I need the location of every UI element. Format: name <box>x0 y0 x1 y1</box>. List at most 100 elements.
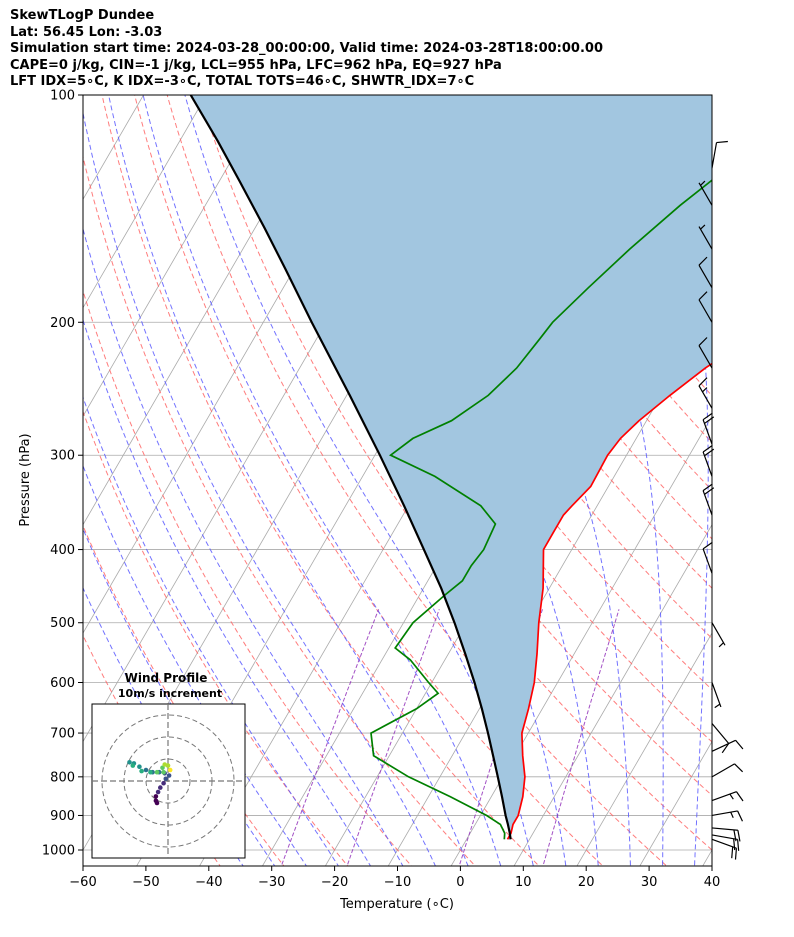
wind-barb <box>698 337 713 369</box>
hodograph-ring <box>101 714 235 848</box>
wind-barb-staff <box>698 264 713 289</box>
moist-adiabat-line <box>83 395 339 866</box>
isotherm-line <box>83 95 144 201</box>
hodograph-subtitle: 10m/s increment <box>118 687 222 700</box>
y-tick-label: 900 <box>50 809 75 824</box>
wind-barb-half-flag <box>700 180 706 186</box>
indices-text-2: LFT IDX=5∘C, K IDX=-3∘C, TOTAL TOTS=46∘C… <box>10 74 475 89</box>
hodograph-point <box>165 763 171 768</box>
wind-barb-flag <box>702 483 713 492</box>
hodograph-point <box>127 760 132 765</box>
wind-barb-staff <box>698 182 713 206</box>
y-tick-label: 400 <box>50 543 75 558</box>
wind-barb <box>698 291 713 323</box>
wind-barb <box>711 682 722 709</box>
wind-barb-staff <box>698 345 713 369</box>
wind-barb-staff <box>698 226 713 250</box>
y-tick-label: 200 <box>50 316 75 331</box>
wind-barb <box>698 180 713 206</box>
hodograph-point <box>160 765 165 771</box>
wind-barb-staff <box>702 451 713 477</box>
wind-barb <box>698 256 713 289</box>
wind-barb-staff <box>711 739 736 752</box>
hodograph-point <box>158 785 163 790</box>
wind-barb <box>711 140 728 169</box>
dry-adiabat-line <box>166 95 668 866</box>
y-tick-label: 800 <box>50 770 75 785</box>
mixing-ratio-line <box>346 609 440 866</box>
wind-barb-flag <box>731 846 734 859</box>
hodograph-point <box>167 767 173 773</box>
x-tick-label: −20 <box>321 875 348 890</box>
wind-barb <box>702 412 715 445</box>
isotherm-line <box>0 60 101 881</box>
wind-barb-flag <box>733 838 736 851</box>
wind-barb-half-flag <box>714 703 721 709</box>
y-tick-label: 500 <box>50 616 75 631</box>
hodograph-point <box>163 776 169 782</box>
x-tick-label: 10 <box>515 875 532 890</box>
hodograph-plot <box>92 704 245 858</box>
wind-barb-half-flag <box>729 793 734 800</box>
wind-barb <box>698 224 713 250</box>
wind-barb-staff <box>711 810 738 817</box>
wind-barb-flag <box>702 412 713 421</box>
x-tick-label: −50 <box>132 875 159 890</box>
dry-adiabat-line <box>199 95 712 851</box>
wind-barb <box>702 444 715 477</box>
wind-barb-flag <box>704 448 715 457</box>
wind-barb-flag <box>702 444 713 453</box>
hodograph-point <box>161 769 166 775</box>
hodograph-point <box>153 798 159 804</box>
wind-barb-flag <box>735 791 744 802</box>
wind-barb-staff <box>711 827 738 831</box>
hodograph-point <box>166 773 172 778</box>
hodograph-point <box>139 768 144 774</box>
moist-adiabat-line <box>83 318 372 866</box>
wind-barb-flag <box>737 830 741 842</box>
wind-barb-flag <box>734 848 738 860</box>
wind-barb-staff <box>702 548 713 574</box>
moist-adiabat-line <box>83 227 404 866</box>
wind-barb-flag <box>704 416 715 424</box>
wind-barb-staff <box>711 682 722 708</box>
moist-adiabat-line <box>83 527 276 866</box>
wind-barb-staff <box>711 622 726 646</box>
wind-barb-flag <box>733 829 737 842</box>
wind-barb-flag <box>737 839 740 851</box>
hodograph-title: Wind Profile <box>125 671 208 685</box>
moist-adiabat-line <box>83 464 308 866</box>
isotherm-line <box>757 60 794 881</box>
wind-barb <box>711 834 740 851</box>
moist-adiabat-line <box>142 95 502 866</box>
wind-barb-flag <box>737 810 744 822</box>
temperature-line <box>506 362 712 840</box>
dry-adiabat-line <box>83 410 349 866</box>
time-text: Simulation start time: 2024-03-28_00:00:… <box>10 41 603 56</box>
hodograph-inset <box>91 703 246 859</box>
indices-text-1: CAPE=0 j/kg, CIN=-1 j/kg, LCL=955 hPa, L… <box>10 57 502 73</box>
wind-barb-flag <box>721 743 730 754</box>
hodograph-point <box>143 767 149 773</box>
isotherm-line <box>639 740 712 866</box>
wind-barb <box>711 827 741 842</box>
x-tick-label: 30 <box>641 875 658 890</box>
x-tick-label: −10 <box>384 875 411 890</box>
wind-barb-flag <box>704 487 715 495</box>
moist-adiabat-line <box>108 95 469 866</box>
wind-barb-flag <box>698 337 708 347</box>
axis-ticks: −60 −50 −40 −30 −20 −10 0 10 20 30 40 1000 900 800 700… <box>42 89 720 891</box>
isotherm-line <box>387 306 712 866</box>
wind-barb-flag <box>716 140 728 144</box>
y-tick-label: 700 <box>50 727 75 742</box>
wind-barb <box>711 763 744 778</box>
wind-barb <box>702 483 715 516</box>
wind-barb-staff <box>698 385 713 409</box>
x-axis-label: Temperature (∘C) <box>339 897 454 912</box>
hodograph-point <box>153 794 159 799</box>
mixing-ratio-line <box>542 609 620 866</box>
wind-barb-staff <box>702 419 713 445</box>
y-tick-label: 100 <box>50 89 75 104</box>
y-tick-label: 600 <box>50 676 75 691</box>
dewpoint-line <box>370 179 712 840</box>
